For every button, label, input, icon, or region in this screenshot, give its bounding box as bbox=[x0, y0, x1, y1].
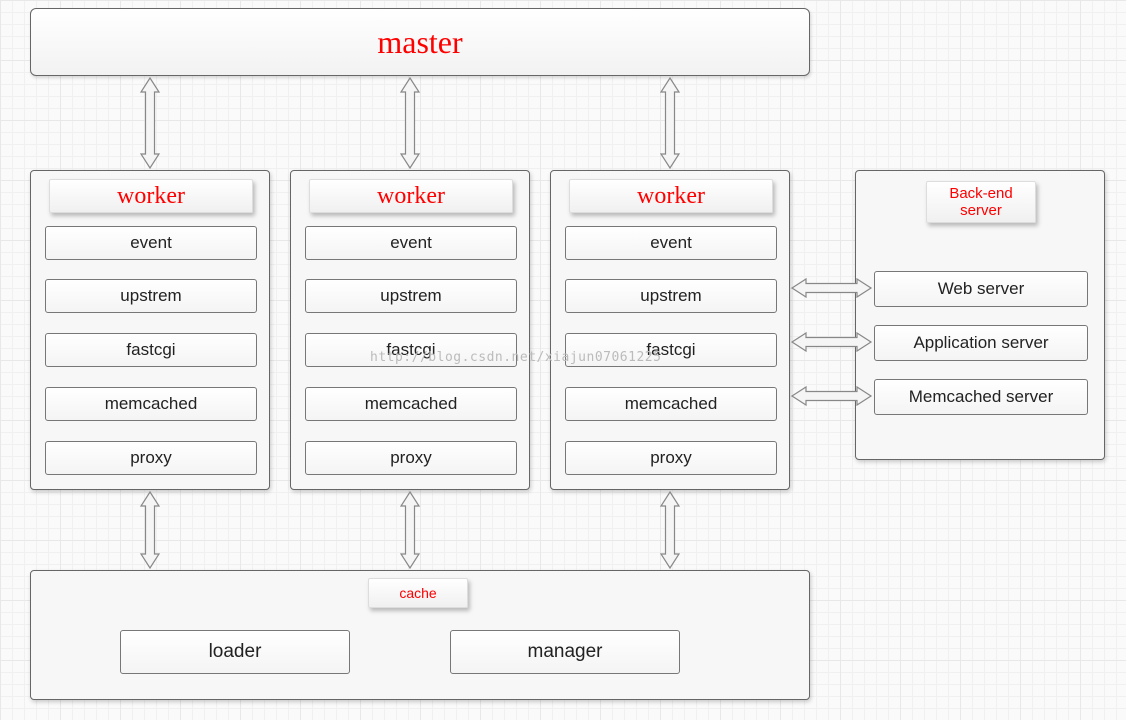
worker-item: fastcgi bbox=[45, 333, 257, 367]
worker-item: memcached bbox=[305, 387, 517, 421]
cache-item: loader bbox=[120, 630, 350, 674]
worker-item: memcached bbox=[565, 387, 777, 421]
worker-item-label: event bbox=[650, 233, 692, 253]
backend-item: Web server bbox=[874, 271, 1088, 307]
worker-item: upstrem bbox=[305, 279, 517, 313]
cache-header: cache bbox=[368, 578, 468, 608]
backend-item-label: Web server bbox=[938, 279, 1025, 299]
worker-container: workereventupstremfastcgimemcachedproxy bbox=[290, 170, 530, 490]
worker-item: memcached bbox=[45, 387, 257, 421]
worker-item-label: memcached bbox=[365, 394, 458, 414]
cache-item-label: loader bbox=[209, 641, 262, 663]
worker-header: worker bbox=[309, 179, 513, 213]
worker-container: worker event upstrem fastcgi memcached proxy bbox=[30, 170, 270, 490]
cache-title: cache bbox=[399, 585, 436, 601]
cache-item: manager bbox=[450, 630, 680, 674]
worker-item-label: memcached bbox=[625, 394, 718, 414]
worker-item-label: proxy bbox=[650, 448, 692, 468]
backend-item: Memcached server bbox=[874, 379, 1088, 415]
worker-item: upstrem bbox=[565, 279, 777, 313]
backend-header: Back-end server bbox=[926, 181, 1036, 223]
cache-item-label: manager bbox=[528, 641, 603, 663]
worker-container: workereventupstremfastcgimemcachedproxy bbox=[550, 170, 790, 490]
watermark-text: http://blog.csdn.net/xiajun07061225 bbox=[370, 350, 661, 365]
worker-title: worker bbox=[637, 183, 705, 210]
backend-item: Application server bbox=[874, 325, 1088, 361]
master-box: master bbox=[30, 8, 810, 76]
worker-item-label: memcached bbox=[105, 394, 198, 414]
worker-item-label: upstrem bbox=[640, 286, 701, 306]
watermark-label: http://blog.csdn.net/xiajun07061225 bbox=[370, 350, 661, 365]
double-arrow bbox=[141, 492, 159, 568]
double-arrow bbox=[401, 78, 419, 168]
worker-header: worker bbox=[49, 179, 253, 213]
double-arrow bbox=[401, 492, 419, 568]
double-arrow bbox=[661, 492, 679, 568]
backend-item-label: Memcached server bbox=[909, 387, 1054, 407]
worker-item-label: proxy bbox=[390, 448, 432, 468]
worker-item-label: event bbox=[390, 233, 432, 253]
worker-title: worker bbox=[117, 183, 185, 210]
double-arrow bbox=[661, 78, 679, 168]
backend-title: Back-end server bbox=[949, 185, 1012, 219]
backend-container: Back-end server Web server Application se… bbox=[855, 170, 1105, 460]
worker-item: proxy bbox=[45, 441, 257, 475]
worker-item-label: proxy bbox=[130, 448, 172, 468]
worker-title: worker bbox=[377, 183, 445, 210]
worker-item: proxy bbox=[305, 441, 517, 475]
worker-header: worker bbox=[569, 179, 773, 213]
master-label: master bbox=[377, 24, 462, 61]
worker-item-label: upstrem bbox=[380, 286, 441, 306]
double-arrow bbox=[141, 78, 159, 168]
worker-item: event bbox=[565, 226, 777, 260]
worker-item-label: fastcgi bbox=[126, 340, 175, 360]
worker-item-label: upstrem bbox=[120, 286, 181, 306]
worker-item-label: event bbox=[130, 233, 172, 253]
worker-item: event bbox=[45, 226, 257, 260]
worker-item: event bbox=[305, 226, 517, 260]
worker-item: upstrem bbox=[45, 279, 257, 313]
backend-item-label: Application server bbox=[913, 333, 1048, 353]
worker-item: proxy bbox=[565, 441, 777, 475]
